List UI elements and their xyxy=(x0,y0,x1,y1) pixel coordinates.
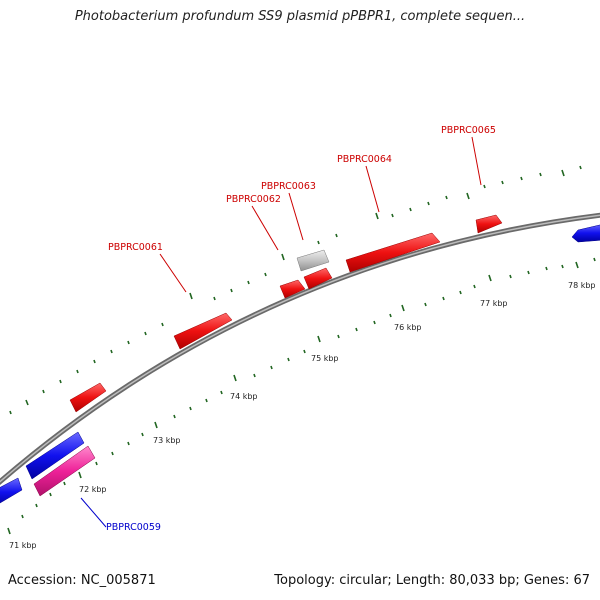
scale-label-77: 77 kbp xyxy=(480,299,508,308)
topology-summary: Topology: circular; Length: 80,033 bp; G… xyxy=(274,573,590,588)
outer-tick-row xyxy=(9,165,582,415)
gene-leader-lines xyxy=(80,136,482,528)
gene-pbprc0062[interactable] xyxy=(279,279,306,299)
plasmid-backbone-highlight xyxy=(0,214,600,483)
scale-label-75: 75 kbp xyxy=(311,354,339,363)
gene-reverse-right[interactable] xyxy=(571,224,600,243)
gene-reverse-mid[interactable] xyxy=(25,431,85,480)
scale-labels: 71 kbp 72 kbp 73 kbp 74 kbp 75 kbp 76 kb… xyxy=(9,281,596,550)
scale-label-74: 74 kbp xyxy=(230,392,258,401)
gene-label-pbprc0059: PBPRC0059 xyxy=(106,522,161,533)
scale-label-72: 72 kbp xyxy=(79,485,107,494)
gene-label-pbprc0061: PBPRC0061 xyxy=(108,242,163,253)
gene-forward-b[interactable] xyxy=(303,267,333,290)
gene-pbprc0064[interactable] xyxy=(345,232,441,273)
accession-label: Accession: NC_005871 xyxy=(8,573,156,588)
gene-reverse-left[interactable] xyxy=(0,477,23,506)
scale-label-78: 78 kbp xyxy=(568,281,596,290)
gene-label-pbprc0065: PBPRC0065 xyxy=(441,125,496,136)
gene-labels: PBPRC0059 PBPRC0061 PBPRC0062 PBPRC0063 … xyxy=(106,125,496,533)
gene-pbprc0065[interactable] xyxy=(475,214,503,234)
scale-label-71: 71 kbp xyxy=(9,541,37,550)
plasmid-backbone xyxy=(0,212,600,486)
inner-tick-row xyxy=(7,257,596,535)
gene-forward-a[interactable] xyxy=(69,382,107,413)
map-title: Photobacterium profundum SS9 plasmid pPB… xyxy=(74,9,526,24)
scale-label-73: 73 kbp xyxy=(153,436,181,445)
gene-pbprc0059[interactable] xyxy=(33,445,96,497)
gene-pbprc0061[interactable] xyxy=(173,312,233,350)
gene-pbprc0063[interactable] xyxy=(296,249,330,272)
gene-label-pbprc0064: PBPRC0064 xyxy=(337,154,392,165)
gene-label-pbprc0062: PBPRC0062 xyxy=(226,194,281,205)
gene-label-pbprc0063: PBPRC0063 xyxy=(261,181,316,192)
scale-label-76: 76 kbp xyxy=(394,323,422,332)
